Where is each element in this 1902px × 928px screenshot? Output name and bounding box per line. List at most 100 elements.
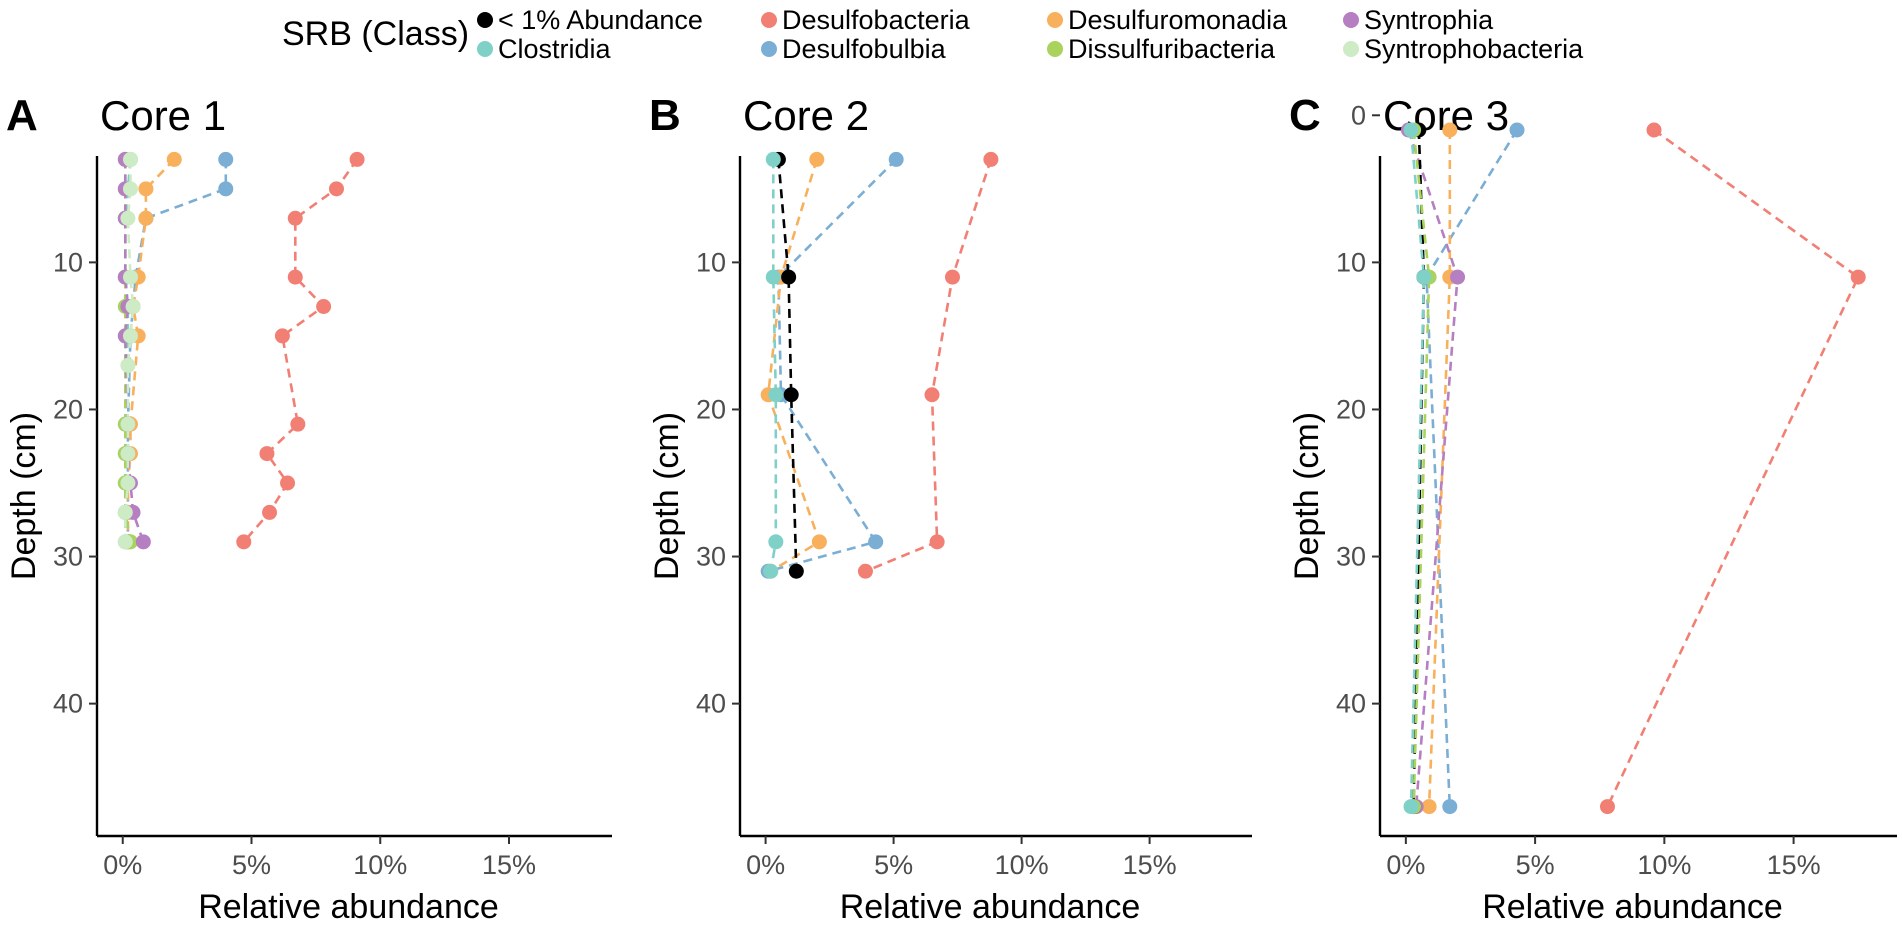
- data-point-desulfobacteria: [944, 269, 960, 285]
- data-point-desulfobulbia: [1442, 799, 1458, 815]
- data-point-1-abundance: [781, 269, 797, 285]
- legend-swatch: [477, 12, 493, 28]
- y-tick-label: 30: [696, 542, 726, 572]
- legend-label: Syntrophia: [1364, 5, 1494, 35]
- legend-swatch: [1047, 12, 1063, 28]
- legend-label: Dissulfuribacteria: [1068, 34, 1276, 64]
- panels: A Core 1 10 20 30 40 0% 5% 10% 15% Relative abunda…: [5, 91, 1897, 926]
- series-line-desulfobulbia: [1425, 129, 1519, 807]
- series-points: [1400, 122, 1866, 815]
- y-tick-label: 40: [696, 689, 726, 719]
- data-point-desulfobacteria: [349, 151, 365, 167]
- y-axis-title: Depth (cm): [648, 412, 686, 580]
- data-point-desulfuromonadia: [809, 151, 825, 167]
- data-point-syntrophobacteria: [122, 151, 138, 167]
- data-point-desulfobacteria: [287, 210, 303, 226]
- y-tick-label: 20: [53, 394, 83, 424]
- data-point-desulfobulbia: [218, 151, 234, 167]
- y-tick-label: 20: [1336, 394, 1366, 424]
- legend-item-syntrophia: Syntrophia: [1343, 5, 1494, 35]
- data-point-syntrophia: [135, 534, 151, 550]
- x-tick-label: 10%: [995, 850, 1049, 880]
- data-point-desulfobacteria: [328, 181, 344, 197]
- y-tick-label: 30: [1336, 542, 1366, 572]
- legend-label: Desulfobacteria: [782, 5, 971, 35]
- x-tick-label: 0%: [1386, 850, 1425, 880]
- data-point-clostridia: [768, 534, 784, 550]
- x-tick-label: 5%: [874, 850, 913, 880]
- data-point-syntrophobacteria: [120, 210, 136, 226]
- data-point-desulfuromonadia: [138, 210, 154, 226]
- data-point-desulfobacteria: [929, 534, 945, 550]
- x-tick-label: 5%: [232, 850, 271, 880]
- y-tick-label: 40: [53, 689, 83, 719]
- x-tick-label: 15%: [482, 850, 536, 880]
- data-point-desulfobacteria: [262, 504, 278, 520]
- data-point-desulfobulbia: [888, 151, 904, 167]
- panel-title: Core 2: [743, 92, 869, 139]
- data-point-syntrophia: [1450, 269, 1466, 285]
- data-point-desulfuromonadia: [166, 151, 182, 167]
- data-point-clostridia: [768, 387, 784, 403]
- data-point-desulfobacteria: [287, 269, 303, 285]
- series-points: [760, 151, 999, 579]
- x-tick-label: 15%: [1767, 850, 1821, 880]
- x-tick-label: 10%: [353, 850, 407, 880]
- legend-swatch: [1047, 41, 1063, 57]
- data-point-clostridia: [765, 151, 781, 167]
- legend-item-desulfobulbia: Desulfobulbia: [761, 34, 947, 64]
- data-point-desulfobacteria: [857, 563, 873, 579]
- series-line-dissulfuribacteria: [1412, 129, 1431, 807]
- panel-title: Core 1: [100, 92, 226, 139]
- data-point-desulfobulbia: [1509, 122, 1525, 138]
- legend-title: SRB (Class): [282, 15, 469, 53]
- x-axis-title: Relative abundance: [1482, 888, 1783, 926]
- x-axis-title: Relative abundance: [840, 888, 1141, 926]
- series-line-1-abundance: [777, 159, 798, 572]
- x-tick-label: 15%: [1123, 850, 1177, 880]
- legend-item-1-abundance: < 1% Abundance: [477, 5, 703, 35]
- legend-item-syntrophobacteria: Syntrophobacteria: [1343, 34, 1584, 64]
- data-point-desulfuromonadia: [1421, 799, 1437, 815]
- legend-label: < 1% Abundance: [498, 5, 703, 35]
- x-tick-label: 0%: [746, 850, 785, 880]
- y-tick-label: 30: [53, 542, 83, 572]
- data-point-clostridia: [1416, 269, 1432, 285]
- data-point-clostridia: [763, 563, 779, 579]
- data-point-desulfuromonadia: [811, 534, 827, 550]
- series-line-desulfobacteria: [1606, 128, 1860, 808]
- legend-swatch: [761, 41, 777, 57]
- data-point-1-abundance: [783, 387, 799, 403]
- x-tick-label: 10%: [1637, 850, 1691, 880]
- legend-item-desulfuromonadia: Desulfuromonadia: [1047, 5, 1288, 35]
- legend-swatch: [1343, 12, 1359, 28]
- legend-item-desulfobacteria: Desulfobacteria: [761, 5, 971, 35]
- data-point-1-abundance: [788, 563, 804, 579]
- y-axis-title: Depth (cm): [5, 412, 43, 580]
- series-line-clostridia: [1409, 129, 1426, 807]
- x-tick-label: 5%: [1516, 850, 1555, 880]
- series-line-desulfobacteria: [864, 158, 993, 573]
- data-point-desulfobacteria: [1599, 799, 1615, 815]
- data-point-desulfobacteria: [290, 416, 306, 432]
- y-tick-label: 10: [53, 247, 83, 277]
- legend-label: Clostridia: [498, 34, 612, 64]
- data-point-clostridia: [765, 269, 781, 285]
- data-point-clostridia: [1403, 122, 1419, 138]
- y-tick-label: 40: [1336, 689, 1366, 719]
- panel-b: B Core 2 10 20 30 40 0% 5% 10% 15% Relative abunda…: [648, 91, 1252, 926]
- data-point-desulfobacteria: [316, 299, 332, 314]
- x-tick-label: 0%: [103, 850, 142, 880]
- data-point-syntrophobacteria: [120, 446, 136, 462]
- legend-label: Desulfuromonadia: [1068, 5, 1288, 35]
- data-point-desulfobulbia: [868, 534, 884, 550]
- legend-item-clostridia: Clostridia: [477, 34, 612, 64]
- legend-item-dissulfuribacteria: Dissulfuribacteria: [1047, 34, 1276, 64]
- series-lines: [123, 158, 359, 543]
- panel-a: A Core 1 10 20 30 40 0% 5% 10% 15% Relative abunda…: [5, 91, 612, 926]
- data-point-syntrophobacteria: [120, 357, 136, 373]
- series-points: [117, 151, 365, 550]
- series-line-desulfobulbia: [767, 158, 898, 573]
